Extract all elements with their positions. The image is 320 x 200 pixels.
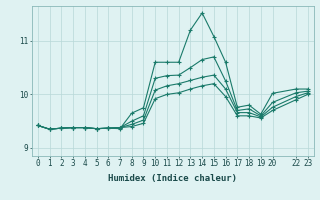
X-axis label: Humidex (Indice chaleur): Humidex (Indice chaleur) [108, 174, 237, 183]
